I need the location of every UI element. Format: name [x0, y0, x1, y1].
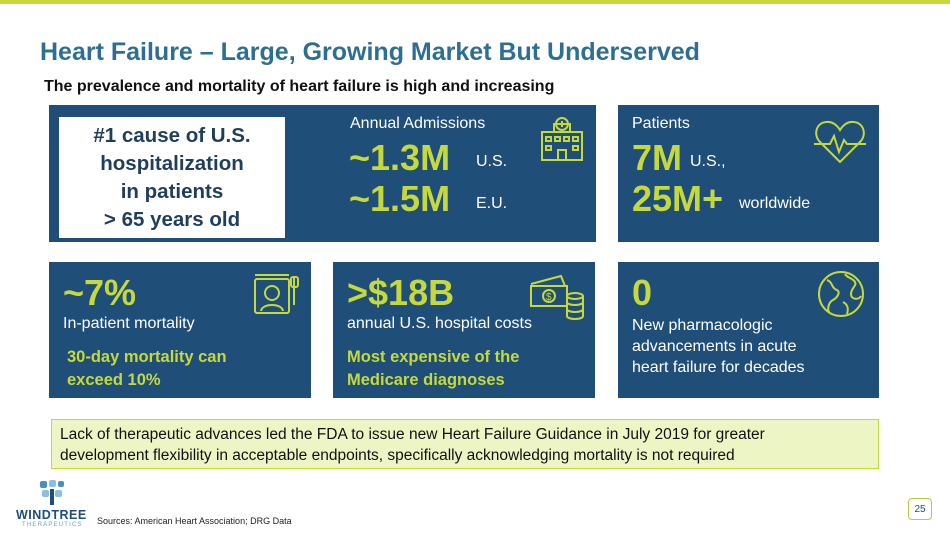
pharma-description: New pharmacologic advancements in acute … — [632, 315, 805, 378]
pharma-line: heart failure for decades — [632, 359, 805, 376]
pharma-panel — [618, 262, 879, 398]
patients-us-unit: U.S., — [690, 153, 726, 170]
svg-text:$: $ — [546, 292, 552, 303]
heartbeat-icon — [814, 120, 866, 164]
mortality-value: ~7% — [63, 272, 137, 313]
mortality-note: 30-day mortality can exceed 10% — [67, 346, 227, 392]
pharma-line: advancements in acute — [632, 338, 797, 355]
sources-footnote: Sources: American Heart Association; DRG… — [97, 516, 292, 526]
costs-value: >$18B — [347, 272, 455, 313]
mortality-note-line: exceed 10% — [67, 371, 161, 389]
top-accent-bar — [0, 0, 950, 4]
windtree-logo-icon — [40, 480, 64, 505]
mortality-label: In-patient mortality — [63, 315, 195, 332]
patient-bed-icon — [254, 274, 299, 314]
pharma-line: New pharmacologic — [632, 317, 773, 334]
admissions-eu-value: ~1.5M — [349, 178, 451, 219]
costs-note-line: Most expensive of the — [347, 348, 520, 366]
mortality-note-line: 30-day mortality can — [67, 348, 227, 366]
hospitalization-line: in patients — [120, 179, 224, 203]
costs-panel — [333, 262, 595, 398]
pharma-value: 0 — [632, 272, 653, 313]
admissions-eu-unit: E.U. — [476, 195, 508, 212]
slide-subtitle: The prevalence and mortality of heart fa… — [44, 78, 555, 95]
hospitalization-box: #1 cause of U.S. hospitalization in pati… — [59, 117, 285, 238]
costs-label: annual U.S. hospital costs — [347, 315, 532, 332]
logo-sub: THERAPEUTICS — [22, 522, 83, 528]
page-number: 25 — [908, 498, 932, 520]
hospital-icon — [541, 117, 583, 161]
patients-label: Patients — [632, 115, 690, 132]
globe-icon — [818, 271, 864, 317]
admissions-us-value: ~1.3M — [349, 137, 451, 178]
patients-panel — [618, 105, 879, 242]
costs-note-line: Medicare diagnoses — [347, 371, 505, 389]
callout-line: development flexibility in acceptable en… — [60, 447, 735, 464]
patients-world-value: 25M+ — [632, 178, 724, 219]
hospitalization-line: #1 cause of U.S. — [93, 123, 251, 147]
costs-note: Most expensive of the Medicare diagnoses — [347, 346, 519, 392]
mortality-panel — [49, 262, 311, 398]
hospitalization-line: hospitalization — [100, 151, 244, 175]
slide-title: Heart Failure – Large, Growing Market Bu… — [40, 38, 700, 66]
callout-line: Lack of therapeutic advances led the FDA… — [60, 426, 765, 443]
logo-name: WINDTREE — [16, 508, 87, 522]
money-icon: $ — [530, 274, 584, 320]
admissions-label: Annual Admissions — [350, 115, 486, 132]
admissions-us-unit: U.S. — [476, 153, 508, 170]
hospitalization-line: > 65 years old — [103, 207, 241, 231]
fda-callout: Lack of therapeutic advances led the FDA… — [51, 419, 879, 469]
patients-us-value: 7M — [632, 137, 683, 178]
patients-world-unit: worldwide — [739, 195, 811, 212]
